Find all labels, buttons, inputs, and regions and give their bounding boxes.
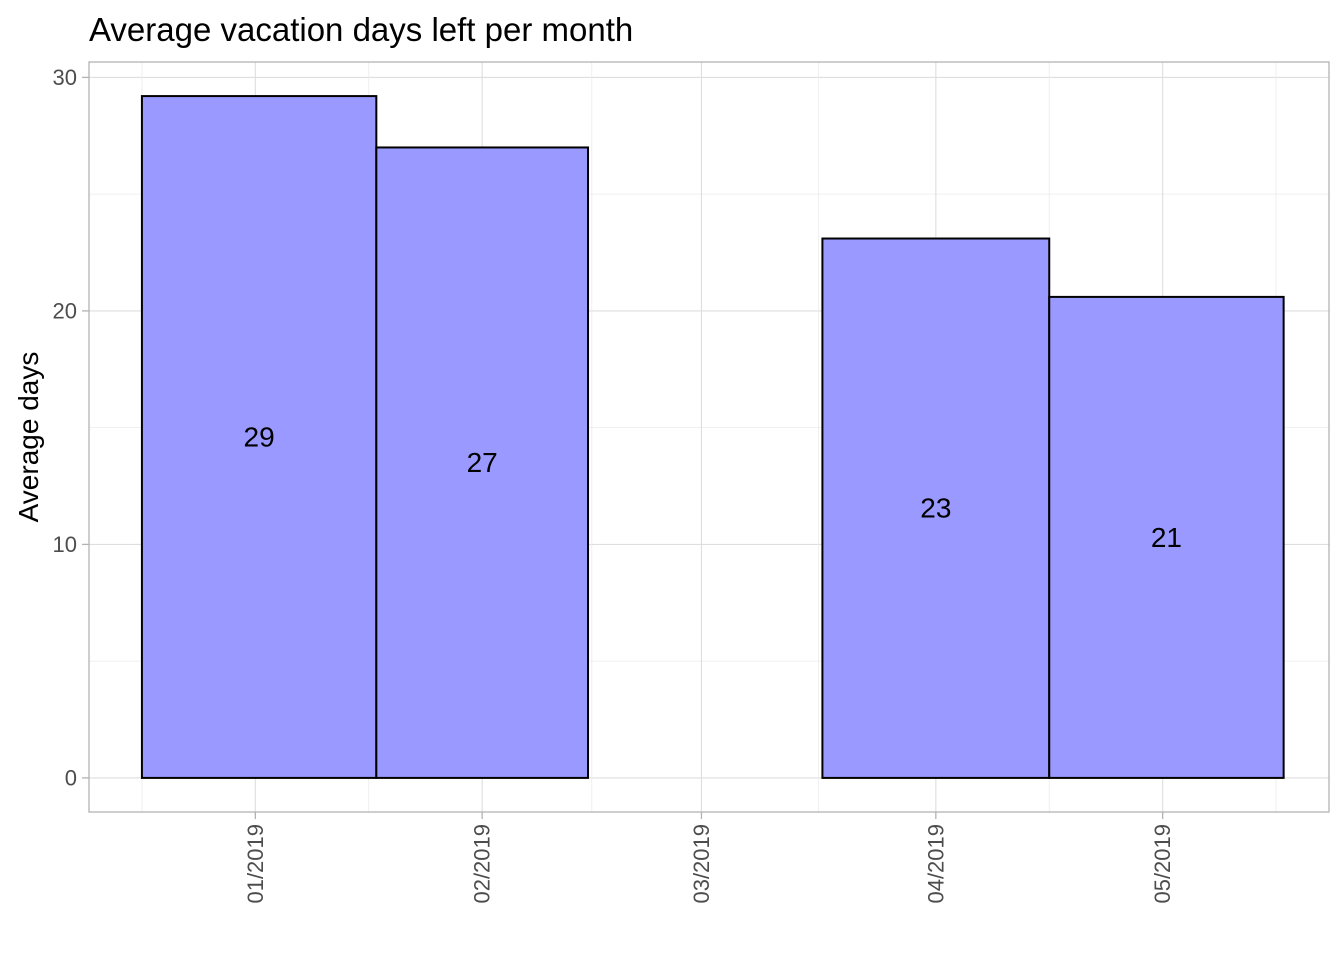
bar-2019-05	[1048, 295, 1285, 779]
data-labels: 29 27 23 21	[244, 422, 1182, 553]
bar-2019-01	[140, 95, 378, 779]
bars	[140, 95, 1285, 779]
x-tick-label: 04/2019	[923, 824, 948, 904]
y-tick-label: 20	[53, 298, 77, 323]
bar-2019-02	[375, 146, 590, 779]
bar-value-label: 29	[244, 422, 275, 453]
x-tick-label: 03/2019	[689, 824, 714, 904]
panel-border	[88, 61, 1330, 813]
bar-value-label: 23	[920, 493, 951, 524]
x-tick-label: 05/2019	[1150, 824, 1175, 904]
y-tick-label: 0	[65, 765, 77, 790]
y-axis-title: Average days	[13, 352, 44, 523]
y-tick-label: 30	[53, 65, 77, 90]
bar-value-label: 21	[1151, 522, 1182, 553]
y-tick-label: 10	[53, 532, 77, 557]
bar-2019-04	[821, 237, 1051, 779]
x-tick-label: 02/2019	[470, 824, 495, 904]
bar-value-label: 27	[467, 447, 498, 478]
axes: 0 10 20 30 01/2019 02/2019 03/2019 04/2019 05/20…	[53, 65, 1176, 904]
chart-title: Average vacation days left per month	[89, 11, 633, 48]
x-tick-label: 01/2019	[243, 824, 268, 904]
